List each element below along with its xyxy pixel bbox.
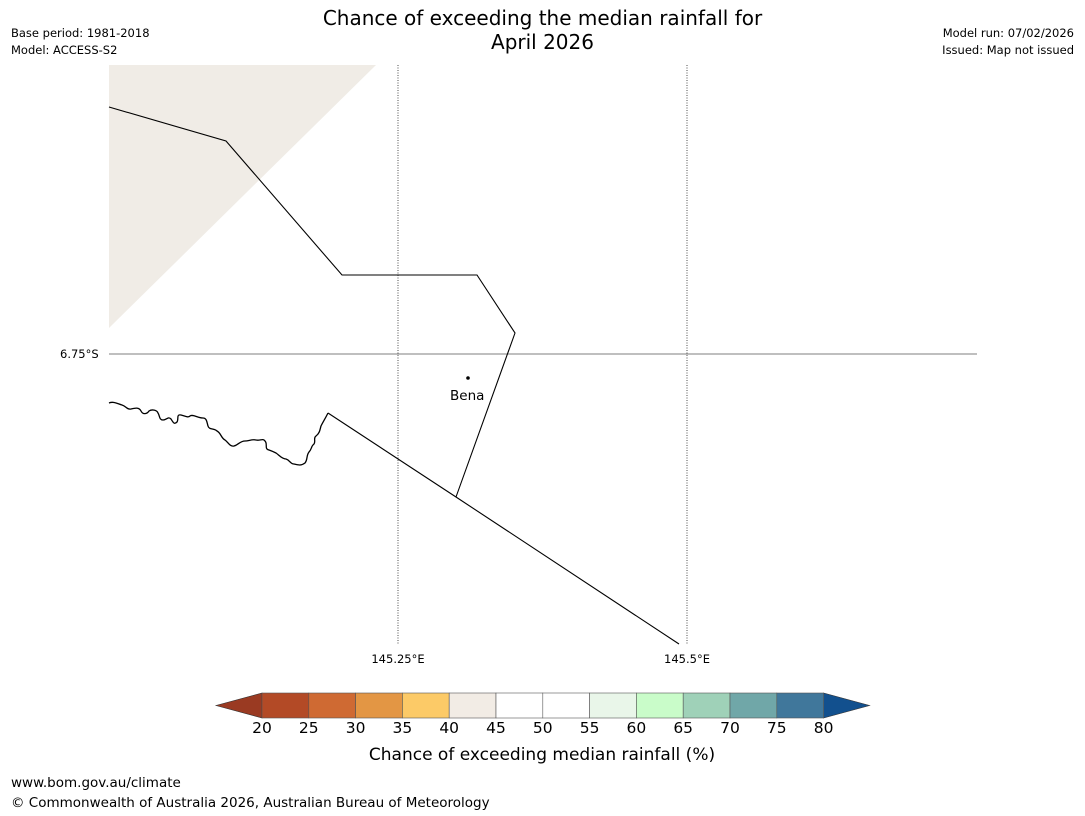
- colorbar-swatch-60_65: [636, 692, 684, 719]
- longitude-label-145-5: 145.5°E: [664, 652, 710, 666]
- colorbar-tick-label: 55: [579, 719, 600, 737]
- colorbar-tick-label: 45: [486, 719, 506, 737]
- colorbar-tick-label: 75: [766, 719, 787, 737]
- colorbar: [214, 692, 871, 719]
- colorbar-tick-label: 65: [673, 719, 694, 737]
- map-title-line2: April 2026: [491, 30, 594, 54]
- map-title: Chance of exceeding the median rainfall …: [0, 6, 1085, 54]
- longitude-label-145-25: 145.25°E: [371, 652, 425, 666]
- colorbar-extension-high: [823, 692, 871, 719]
- colorbar-swatch-55_60: [589, 692, 637, 719]
- colorbar-swatch-30_35: [355, 692, 403, 719]
- issued-label: Issued: Map not issued: [942, 43, 1074, 57]
- footer-url: www.bom.gov.au/climate: [11, 775, 181, 791]
- colorbar-extension-low: [214, 692, 263, 719]
- bena-marker: [466, 376, 470, 380]
- place-label-bena: Bena: [450, 388, 485, 404]
- colorbar-tick-label: 50: [532, 719, 553, 737]
- province-boundary: [108, 106, 516, 498]
- colorbar-swatch-50_55: [542, 692, 590, 719]
- colorbar-tick-label: 70: [720, 719, 740, 737]
- colorbar-swatch-35_40: [402, 692, 450, 719]
- colorbar-tick-label: 30: [345, 719, 366, 737]
- shaded-region-40-45: [109, 65, 376, 328]
- colorbar-swatch-65_70: [682, 692, 731, 719]
- colorbar-swatch-75_80: [776, 692, 824, 719]
- colorbar-tick-label: 25: [298, 719, 319, 737]
- colorbar-tick-label: 20: [252, 719, 272, 737]
- colorbar-swatch-40_45: [448, 692, 497, 719]
- colorbar-tick-label: 80: [813, 719, 834, 737]
- model-label: Model: ACCESS-S2: [11, 43, 118, 57]
- province-boundary-southeast: [327, 412, 680, 645]
- colorbar-swatch-70_75: [729, 692, 778, 719]
- colorbar-swatch-20_25: [261, 692, 310, 719]
- colorbar-tick-label: 40: [439, 719, 460, 737]
- colorbar-swatch-45_50: [495, 692, 544, 719]
- coastline: [108, 401, 329, 466]
- colorbar-swatch-25_30: [308, 692, 356, 719]
- map-title-line1: Chance of exceeding the median rainfall …: [322, 6, 763, 30]
- colorbar-title: Chance of exceeding median rainfall (%): [368, 745, 716, 765]
- model-run-label: Model run: 07/02/2026: [942, 26, 1074, 40]
- base-period-label: Base period: 1981-2018: [11, 26, 150, 40]
- colorbar-tick-label: 35: [392, 719, 413, 737]
- footer-copyright: © Commonwealth of Australia 2026, Austra…: [11, 795, 490, 811]
- colorbar-tick-label: 60: [626, 719, 647, 737]
- latitude-label: 6.75°S: [60, 347, 99, 361]
